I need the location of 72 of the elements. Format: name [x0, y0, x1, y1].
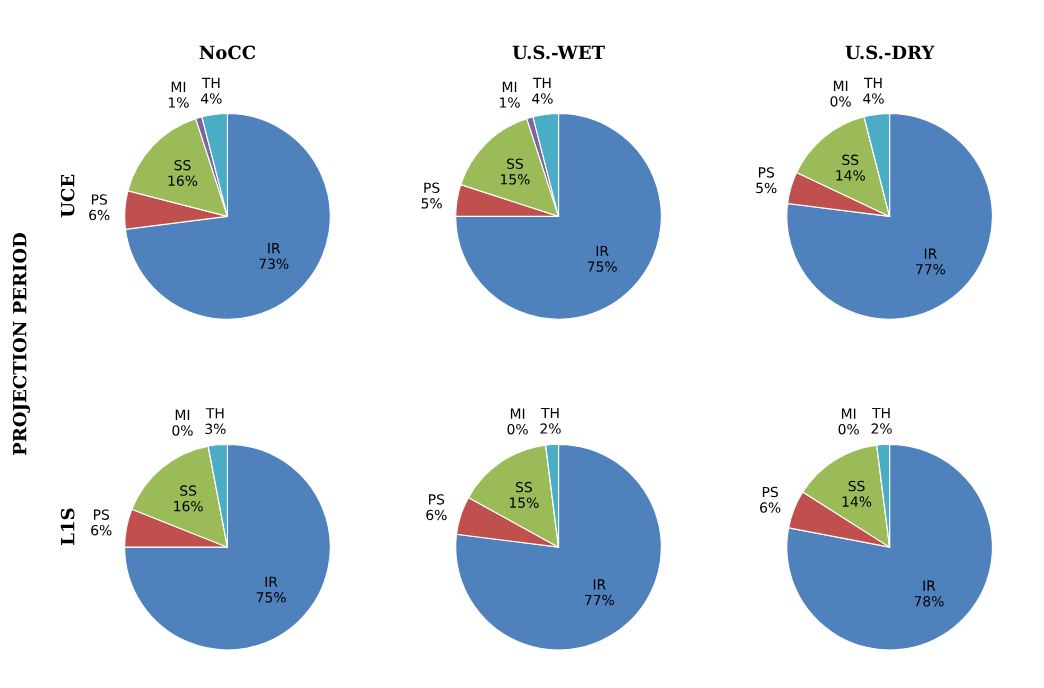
slice-label: MI [171, 81, 186, 92]
text: 0% [830, 96, 851, 107]
data-label: 4% [201, 93, 222, 104]
slice-label: IR [265, 576, 278, 587]
slice-label: IR [596, 245, 609, 257]
slice-label: PS [424, 182, 440, 194]
slice-label: SS [180, 485, 197, 496]
data-label: 6% [760, 502, 781, 513]
slice-label: TH [872, 407, 890, 419]
slice-label: SS [515, 481, 532, 493]
category-label: MI [510, 408, 525, 419]
data-label: 1% [168, 97, 189, 108]
slice-label: SS [507, 158, 523, 170]
pie-slice [786, 443, 993, 651]
data-label: 6% [91, 524, 112, 536]
category-label: MI [833, 80, 848, 91]
pie-slice [786, 113, 993, 320]
text: 0% [172, 425, 193, 436]
text: L1S [60, 508, 75, 545]
data-label: 73% [259, 258, 289, 269]
pie-slice [455, 113, 662, 320]
data-label: 3% [205, 423, 226, 435]
text: UCE [60, 174, 75, 218]
data-label: 15% [501, 174, 530, 185]
slice-label: SS [842, 154, 859, 166]
slice-label: SS [848, 480, 865, 492]
slice-label: TH [205, 408, 224, 419]
category-label: MI [175, 409, 190, 420]
slice-label: PS [91, 194, 108, 205]
data-label: 77% [585, 594, 615, 606]
chart-title: NoCC [199, 45, 256, 60]
data-label: 14% [836, 170, 865, 181]
text: 0% [838, 423, 859, 435]
data-label: 75% [256, 592, 286, 603]
chart-title: U.S.-DRY [845, 45, 935, 60]
data-label: 16% [168, 175, 198, 186]
slice-label: IR [268, 243, 281, 254]
text: PROJECTION PERIOD [12, 232, 30, 455]
data-label: 78% [914, 595, 944, 607]
data-label: 2% [540, 423, 561, 434]
data-label: 4% [863, 93, 884, 104]
slice-label: PS [93, 509, 110, 520]
slice-label: PS [758, 167, 775, 178]
data-label: 75% [587, 261, 617, 272]
data-label: 4% [532, 93, 553, 104]
pie-slice [124, 113, 331, 320]
slice-label: IR [593, 579, 606, 590]
slice-label: IR [923, 580, 936, 591]
slice-label: SS [174, 159, 191, 171]
pie-slice [455, 443, 662, 651]
slice-label: MI [502, 81, 517, 92]
data-label: 16% [174, 500, 203, 512]
slice-label: TH [864, 77, 882, 88]
pie-slice [124, 443, 331, 651]
data-label: 5% [756, 182, 777, 194]
slice-label: PS [762, 486, 778, 498]
chart-title: U.S.-WET [512, 45, 605, 60]
slice-label: TH [540, 407, 559, 419]
slice-label: PS [429, 494, 445, 505]
text: 0% [507, 423, 528, 435]
data-label: 15% [509, 497, 539, 508]
data-label: 77% [916, 263, 946, 275]
data-label: 14% [842, 496, 872, 507]
data-label: 2% [871, 423, 892, 434]
slice-label: TH [201, 77, 220, 88]
slice-label: IR [924, 248, 937, 259]
data-label: 1% [500, 97, 520, 108]
data-label: 5% [421, 198, 442, 209]
slice-label: TH [532, 77, 551, 88]
category-label: MI [841, 408, 856, 419]
data-label: 6% [426, 509, 447, 521]
data-label: 6% [89, 209, 110, 221]
